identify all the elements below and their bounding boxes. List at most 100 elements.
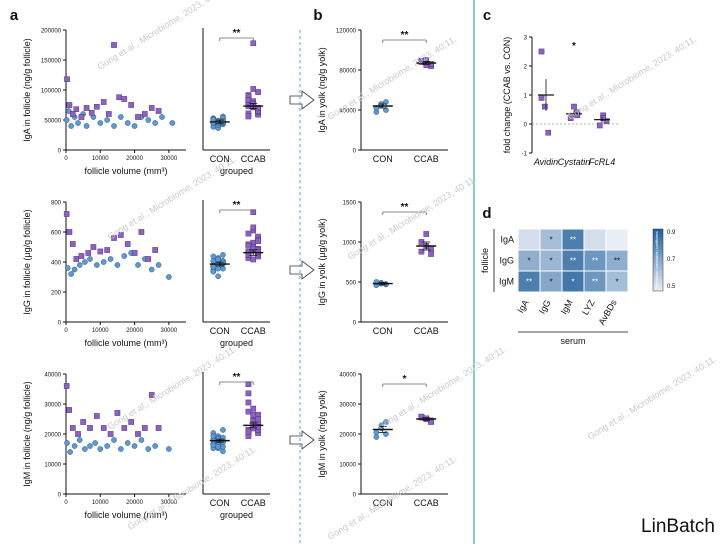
con-point: [166, 274, 172, 280]
y-tick-label: 0: [58, 321, 62, 327]
con-point: [76, 437, 83, 443]
x-axis-label: grouped: [220, 338, 253, 348]
y-tick-label: 0: [353, 493, 357, 499]
ccab-point: [428, 251, 434, 257]
con-point: [215, 443, 221, 450]
ccab-point: [63, 211, 70, 217]
con-point: [76, 262, 83, 268]
con-point: [210, 264, 217, 270]
y-tick-label: 800: [51, 201, 62, 207]
y-axis-label: IgG in yolk (µg/g yolk): [317, 218, 327, 305]
ccab-point: [255, 238, 261, 244]
watermark-text: Gong et al., Microbiome, 2023, 40:11.: [376, 344, 508, 432]
x-tick-label: 0: [64, 500, 68, 506]
significance-label: *: [572, 41, 576, 52]
con-point: [71, 266, 78, 273]
ccab-point: [574, 112, 581, 119]
category-label: CON: [373, 326, 393, 336]
con-point: [71, 443, 78, 449]
con-point: [210, 433, 217, 439]
y-tick-label: 1500: [343, 201, 357, 207]
ccab-point: [121, 425, 128, 431]
ccab-point: [118, 232, 124, 238]
brand-label: LinBatch: [641, 516, 715, 537]
ccab-point: [64, 76, 70, 82]
ccab-point: [66, 102, 73, 108]
ccab-point: [131, 250, 138, 256]
con-point: [124, 440, 131, 446]
con-point: [104, 117, 110, 123]
y-tick-label: -1: [522, 152, 528, 158]
con-point: [220, 252, 226, 258]
y-axis-label: IgA in yolk (ng/g yolk): [317, 47, 327, 133]
y-tick-label: 30000: [339, 403, 356, 409]
x-axis-label: follicle volume (mm³): [84, 510, 167, 520]
significance-label: **: [233, 200, 241, 211]
watermark-text: Gong et al., Microbiome, 2023, 40:11.: [346, 174, 478, 262]
con-point: [63, 117, 70, 123]
ccab-point: [142, 425, 148, 431]
ccab-point: [145, 256, 152, 262]
y-tick-label: 40000: [339, 373, 356, 379]
category-label: CCAB: [414, 498, 439, 508]
ccab-point: [250, 224, 257, 231]
con-point: [87, 443, 93, 449]
significance-label: **: [233, 372, 241, 383]
ccab-point: [538, 48, 545, 55]
ccab-point: [70, 241, 76, 247]
ccab-point: [107, 431, 114, 437]
x-tick-label: 20000: [126, 328, 143, 334]
category-label: CON: [373, 154, 393, 164]
ccab-point: [250, 411, 257, 418]
ccab-point: [104, 247, 110, 253]
x-tick-label: 10000: [92, 156, 109, 162]
col-group-label: serum: [560, 336, 585, 346]
x-axis-label: grouped: [220, 166, 253, 176]
y-tick-label: 0: [353, 321, 357, 327]
ccab-point: [148, 105, 155, 111]
legend-tick-label: 0.9: [667, 230, 676, 236]
y-axis-label: IgG in follicle (µg/g follicle): [22, 209, 32, 314]
y-tick-label: 2: [524, 65, 528, 71]
ccab-point: [70, 111, 76, 117]
con-point: [166, 446, 172, 452]
ccab-point: [73, 106, 80, 112]
ccab-point: [83, 105, 90, 111]
ccab-point: [148, 392, 155, 398]
con-point: [383, 107, 389, 113]
y-tick-label: 400: [51, 261, 62, 267]
y-axis-label: fold change (CCAB vs. CON): [502, 37, 512, 154]
con-point: [135, 262, 141, 268]
y-tick-label: 0: [524, 123, 528, 129]
con-point: [97, 120, 104, 126]
category-label: Avidin: [533, 157, 558, 167]
x-tick-label: 30000: [161, 500, 178, 506]
y-tick-label: 40000: [44, 373, 61, 379]
con-point: [111, 437, 117, 443]
con-point: [215, 273, 221, 280]
con-point: [97, 446, 104, 452]
con-point: [118, 114, 124, 120]
heatmap-cell-label: *: [571, 278, 574, 287]
ccab-point: [75, 431, 81, 437]
watermark-text: Gong et al., Microbiome, 2023, 40:11.: [566, 34, 698, 122]
category-label: CON: [210, 498, 230, 508]
ccab-point: [142, 111, 148, 117]
panel-label-d: d: [482, 205, 491, 222]
con-point: [68, 123, 74, 129]
con-point: [87, 256, 93, 262]
ccab-point: [545, 129, 552, 136]
ccab-point: [138, 229, 145, 235]
x-tick-label: 10000: [92, 328, 109, 334]
ccab-point: [121, 96, 128, 102]
watermark-text: Gong et al., Microbiome, 2023, 40:11.: [586, 354, 718, 442]
ccab-point: [90, 244, 97, 250]
ccab-point: [100, 99, 107, 105]
y-tick-label: 500: [346, 281, 357, 287]
ccab-point: [114, 410, 121, 416]
heatmap-cell: [605, 270, 629, 293]
x-tick-label: 30000: [161, 328, 178, 334]
y-tick-label: 0: [58, 493, 62, 499]
heatmap-cell-label: *: [615, 278, 618, 287]
ccab-point: [245, 113, 252, 120]
